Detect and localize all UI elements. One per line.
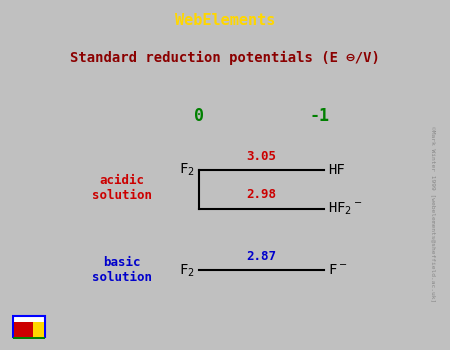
Text: HF$_2$$^-$: HF$_2$$^-$	[328, 201, 363, 217]
Text: WebElements: WebElements	[175, 13, 275, 28]
Text: acidic
solution: acidic solution	[92, 174, 152, 202]
Bar	[33, 322, 44, 337]
Text: -1: -1	[310, 107, 330, 125]
Text: Standard reduction potentials (E ⊖/V): Standard reduction potentials (E ⊖/V)	[70, 50, 380, 65]
Text: 2.98: 2.98	[247, 188, 277, 201]
Text: 3.05: 3.05	[247, 149, 277, 162]
Text: 2.87: 2.87	[247, 250, 277, 263]
Bar	[13, 337, 45, 339]
Text: F$_2$: F$_2$	[179, 262, 195, 279]
Text: F$^-$: F$^-$	[328, 263, 348, 277]
Bar	[13, 316, 45, 337]
Text: 0: 0	[194, 107, 204, 125]
Text: HF: HF	[328, 163, 345, 177]
Text: F$_2$: F$_2$	[179, 162, 195, 178]
Bar	[14, 322, 33, 337]
Text: basic
solution: basic solution	[92, 256, 152, 284]
Text: ©Mark Winter 1999 [webelements@sheffield.ac.uk]: ©Mark Winter 1999 [webelements@sheffield…	[431, 126, 436, 302]
